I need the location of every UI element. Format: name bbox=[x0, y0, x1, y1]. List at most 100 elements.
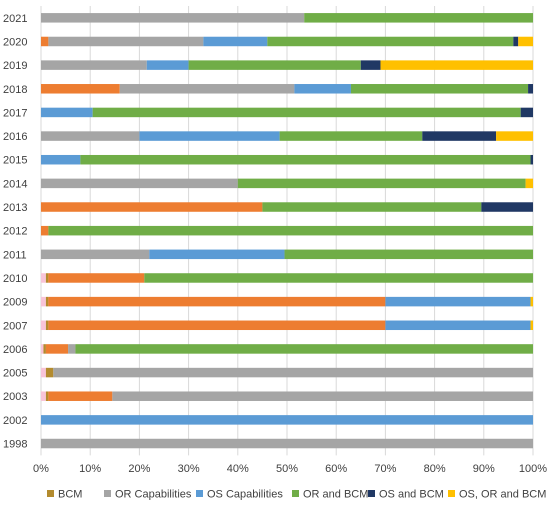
category-label: 2013 bbox=[3, 202, 27, 214]
legend-label: OR and BCM bbox=[303, 489, 368, 501]
legend-swatch bbox=[448, 490, 455, 497]
x-tick-label: 20% bbox=[128, 463, 150, 475]
x-tick-label: 90% bbox=[473, 463, 495, 475]
bar-2014-series-3 bbox=[41, 178, 238, 189]
category-label: 2002 bbox=[3, 415, 27, 427]
x-tick-label: 100% bbox=[519, 463, 547, 475]
bar-2014-series-7 bbox=[525, 178, 533, 189]
bar-2009-series-4 bbox=[385, 296, 531, 307]
bar-2011-series-3 bbox=[41, 249, 150, 260]
category-label: 2005 bbox=[3, 368, 27, 380]
bar-2010-series-5 bbox=[144, 273, 533, 283]
bar-2016-series-5 bbox=[279, 131, 423, 141]
bar-2012-series-2 bbox=[41, 225, 49, 236]
legend-swatch bbox=[292, 490, 299, 497]
bar-2018-series-2 bbox=[41, 84, 120, 94]
bar-2015-series-5 bbox=[80, 154, 531, 165]
legend-swatch bbox=[104, 490, 111, 497]
bar-2005-series-0 bbox=[41, 367, 46, 378]
bar-2021-series-3 bbox=[41, 13, 305, 23]
category-label: 2007 bbox=[3, 320, 27, 332]
bar-2011-series-4 bbox=[149, 249, 285, 260]
bar-2007-series-0 bbox=[41, 320, 46, 331]
legend-swatch bbox=[196, 490, 203, 497]
bar-2006-series-2 bbox=[45, 344, 69, 354]
bar-2003-series-0 bbox=[41, 391, 46, 401]
x-tick-label: 0% bbox=[33, 463, 49, 475]
bar-2020-series-7 bbox=[518, 36, 533, 47]
x-tick-label: 60% bbox=[325, 463, 347, 475]
category-label: 2014 bbox=[3, 178, 27, 190]
x-tick-label: 50% bbox=[276, 463, 298, 475]
bar-2018-series-3 bbox=[119, 84, 295, 94]
bar-2016-series-6 bbox=[422, 131, 497, 141]
bar-2020-series-2 bbox=[41, 36, 49, 47]
bar-2006-series-0 bbox=[41, 344, 44, 354]
legend: BCM OR Capabilities OS Capabilities OR and … bbox=[47, 489, 546, 501]
x-tick-label: 10% bbox=[79, 463, 101, 475]
bar-2010-series-1 bbox=[45, 273, 49, 283]
bar-2018-series-6 bbox=[528, 84, 533, 94]
legend-swatch bbox=[47, 490, 54, 497]
category-label: 2012 bbox=[3, 226, 27, 238]
bar-1998-series-3 bbox=[41, 438, 533, 449]
bar-2009-series-0 bbox=[41, 296, 46, 307]
legend-label: OR Capabilities bbox=[115, 489, 192, 501]
bar-2003-series-1 bbox=[45, 391, 49, 401]
bar-2006-series-1 bbox=[43, 344, 46, 354]
category-label: 2006 bbox=[3, 344, 27, 356]
bar-2019-series-3 bbox=[41, 60, 147, 70]
category-label: 2009 bbox=[3, 297, 27, 309]
legend-label: BCM bbox=[58, 489, 82, 501]
category-label: 2003 bbox=[3, 391, 27, 403]
x-tick-label: 80% bbox=[424, 463, 446, 475]
legend-label: OS and BCM bbox=[379, 489, 444, 501]
bar-2017-series-6 bbox=[520, 107, 533, 118]
category-label: 2020 bbox=[3, 36, 27, 48]
bar-2020-series-6 bbox=[513, 36, 519, 47]
bar-2007-series-7 bbox=[530, 320, 533, 331]
category-label: 2018 bbox=[3, 84, 27, 96]
bar-2013-series-2 bbox=[41, 202, 263, 212]
bar-2019-series-7 bbox=[380, 60, 533, 70]
bar-2010-series-2 bbox=[48, 273, 145, 283]
bar-2007-series-2 bbox=[48, 320, 386, 331]
bar-2019-series-4 bbox=[146, 60, 189, 70]
bar-2020-series-5 bbox=[267, 36, 514, 47]
bars bbox=[41, 13, 534, 449]
bar-2003-series-2 bbox=[48, 391, 113, 401]
bar-2009-series-7 bbox=[530, 296, 533, 307]
bar-2009-series-2 bbox=[48, 296, 386, 307]
bar-2006-series-5 bbox=[75, 344, 533, 354]
category-labels: 2021 2020 2019 2018 2017 2016 2015 2014 2013 2012… bbox=[3, 13, 27, 451]
bar-2018-series-4 bbox=[294, 84, 351, 94]
bar-2017-series-4 bbox=[41, 107, 93, 118]
category-label: 2019 bbox=[3, 60, 27, 72]
bar-2016-series-3 bbox=[41, 131, 140, 141]
x-tick-label: 40% bbox=[227, 463, 249, 475]
bar-2013-series-6 bbox=[481, 202, 533, 212]
legend-label: OS Capabilities bbox=[207, 489, 283, 501]
legend-label: OS, OR and BCM bbox=[459, 489, 546, 501]
bar-2014-series-5 bbox=[237, 178, 526, 189]
bar-2005-series-1 bbox=[45, 367, 54, 378]
category-label: 2010 bbox=[3, 273, 27, 285]
bar-2017-series-5 bbox=[92, 107, 521, 118]
bar-2013-series-5 bbox=[262, 202, 482, 212]
bar-2015-series-4 bbox=[41, 154, 81, 165]
bar-2002-series-4 bbox=[41, 415, 533, 425]
category-label: 2011 bbox=[3, 249, 27, 261]
bar-2007-series-1 bbox=[45, 320, 49, 331]
category-label: 2017 bbox=[3, 107, 27, 119]
bar-2009-series-1 bbox=[45, 296, 49, 307]
bar-2021-series-5 bbox=[304, 13, 533, 23]
bar-2010-series-0 bbox=[41, 273, 46, 283]
bar-2006-series-3 bbox=[68, 344, 76, 354]
category-label: 2016 bbox=[3, 131, 27, 143]
bar-2016-series-7 bbox=[496, 131, 533, 141]
x-tick-label: 70% bbox=[374, 463, 396, 475]
bar-2007-series-4 bbox=[385, 320, 531, 331]
bar-2020-series-4 bbox=[203, 36, 268, 47]
bar-2015-series-6 bbox=[530, 154, 533, 165]
category-label: 2021 bbox=[3, 13, 27, 25]
